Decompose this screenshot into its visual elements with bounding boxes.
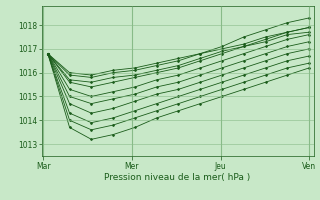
X-axis label: Pression niveau de la mer( hPa ): Pression niveau de la mer( hPa ) <box>104 173 251 182</box>
